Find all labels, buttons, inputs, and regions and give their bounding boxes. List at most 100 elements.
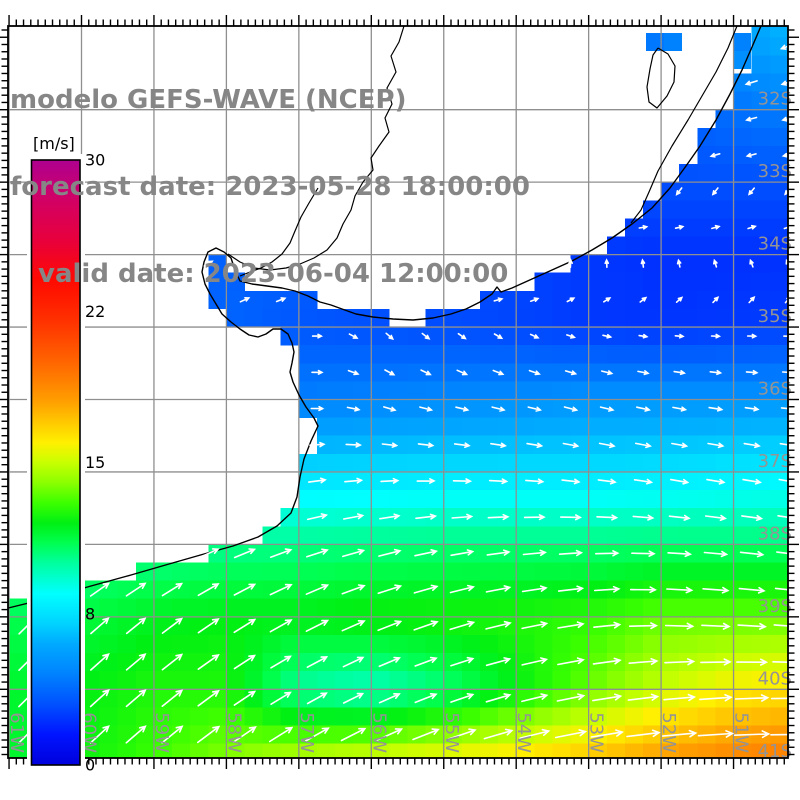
wind-arrow [737,622,767,630]
wind-arrow [385,332,395,341]
wave-height-cell [697,363,716,382]
wind-arrow [595,550,620,557]
wind-arrow [304,727,330,742]
wave-height-cell [480,399,499,418]
wave-height-cell [679,417,698,437]
wave-height-cell [570,707,589,726]
wave-height-cell [643,490,662,509]
wave-height-cell [570,399,589,418]
wave-height-cell [552,562,571,581]
wave-height-cell [298,562,318,581]
wind-arrow [707,442,725,449]
wave-height-cell [606,236,626,255]
wave-height-cell [335,490,354,509]
wave-height-cell [588,272,608,292]
wind-arrow [340,727,367,742]
wave-height-cell [317,490,336,509]
wave-height-cell [443,327,463,346]
wave-height-cell [588,635,608,654]
wave-height-cell [335,689,354,708]
wind-arrow [702,586,730,594]
wind-arrow [712,296,720,304]
wave-height-cell [733,182,752,201]
wave-height-cell [498,308,517,328]
wave-height-cell [769,218,788,237]
wave-height-cell [624,236,644,255]
wave-height-cell [643,200,662,219]
colorbar: [m/s] 30 22 15 8 0 [27,134,105,776]
wave-height-cell [751,381,771,400]
wave-height-cell [353,345,372,364]
wind-arrow [739,550,765,558]
wave-height-cell [407,363,426,382]
wind-arrow [560,514,582,521]
wave-height-cell [280,671,300,690]
wave-height-cell [9,743,28,758]
wind-arrow [197,583,220,597]
wave-height-cell [534,526,553,545]
wave-height-cell [154,580,173,600]
wave-height-cell [606,308,626,328]
wave-height-cell [480,345,499,364]
wave-height-cell [624,435,644,455]
wave-height-cell [588,653,608,672]
wave-height-cell [552,490,571,509]
wave-height-cell [317,653,336,672]
wave-height-cell [407,580,426,600]
wave-height-cell [751,453,771,473]
wave-height-cell [733,544,752,563]
wind-arrow [666,586,694,594]
wind-arrow [455,406,470,412]
wave-height-cell [715,182,734,201]
wave-height-cell [751,109,771,129]
wave-height-cell [389,417,408,437]
wave-height-cell [606,707,626,726]
wave-height-cell [516,381,535,400]
wind-arrow [521,621,549,630]
wave-height-cell [298,725,318,744]
wind-arrow [456,369,469,376]
wave-height-cell [389,689,408,708]
wind-arrow [597,478,617,485]
wave-height-cell [769,363,788,382]
wave-height-cell [624,471,644,491]
wave-height-cell [751,363,771,382]
wind-arrow [590,729,624,738]
wave-height-cell [769,435,788,455]
wind-arrow [668,514,691,521]
wave-height-cell [9,616,28,636]
wave-height-cell [172,562,191,581]
wave-height-cell [117,671,137,690]
wave-height-cell [624,526,644,545]
wave-height-cell [317,544,336,563]
wave-height-cell [769,26,788,38]
wind-arrow [342,692,365,704]
wave-height-cell [624,707,644,726]
wave-height-cell [480,417,499,437]
wave-height-cell [697,218,716,237]
wave-height-cell [588,743,608,758]
wave-height-cell [317,435,336,455]
wind-arrow [414,549,439,557]
wave-height-cell [226,743,245,758]
wave-height-cell [407,689,426,708]
wave-height-cell [570,526,589,545]
wave-height-cell [534,598,553,618]
wave-height-cell [715,145,734,165]
wave-height-cell [570,635,589,654]
wave-height-cell [552,471,571,491]
wave-height-cell [715,164,734,183]
wind-arrow [269,583,293,596]
wave-height-cell [480,616,499,636]
wave-height-cell [371,526,390,545]
wind-arrow [598,442,616,449]
lon-tick-label: 59W [151,712,172,753]
lat-tick-label: 37S [758,451,792,472]
wave-height-cell [570,290,589,310]
wave-height-cell [280,616,300,636]
wave-height-cell [407,635,426,654]
wind-arrow [675,187,683,196]
wave-height-cell [733,200,752,219]
wave-height-cell [389,635,408,654]
wave-height-cell [99,725,119,744]
